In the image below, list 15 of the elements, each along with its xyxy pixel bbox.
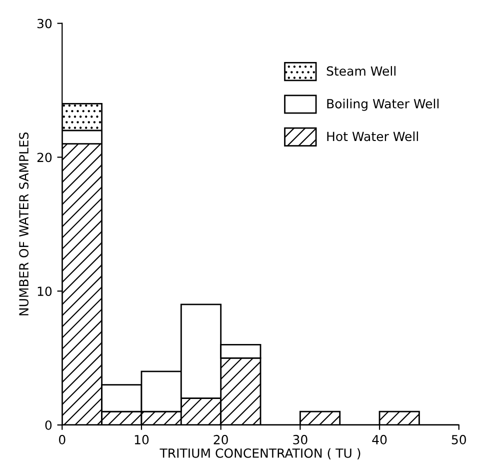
y-tick-label: 20 xyxy=(37,152,52,162)
legend-label: Steam Well xyxy=(326,66,396,76)
x-axis-title: TRITIUM CONCENTRATION ( TU ) xyxy=(160,448,360,460)
legend-label: Hot Water Well xyxy=(327,131,418,142)
x-tick-label: 50 xyxy=(452,434,466,444)
y-axis-title: NUMBER OF WATER SAMPLES xyxy=(19,132,29,316)
y-tick-label: 0 xyxy=(45,420,52,430)
y-tick-label: 10 xyxy=(38,286,52,296)
x-tick-label: 20 xyxy=(214,434,228,444)
x-tick-label: 0 xyxy=(58,434,66,444)
legend-label: Boiling Water Well xyxy=(327,98,439,111)
x-tick-label: 40 xyxy=(372,434,387,444)
x-tick-label: 30 xyxy=(293,434,308,444)
y-tick-label: 30 xyxy=(37,18,52,28)
x-tick-label: 10 xyxy=(134,434,149,444)
